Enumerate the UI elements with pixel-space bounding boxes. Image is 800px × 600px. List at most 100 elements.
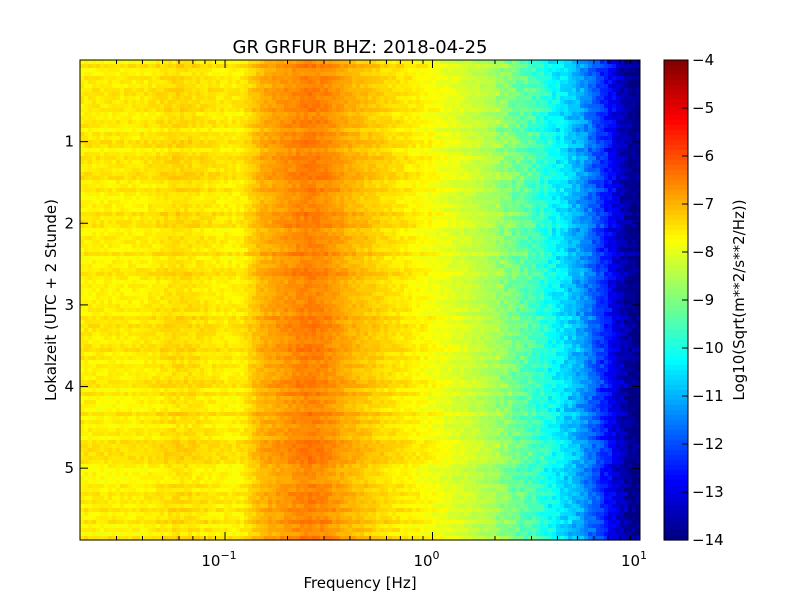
heatmap-cell-4403 [332, 184, 337, 189]
heatmap-cell-1255 [620, 92, 625, 97]
heatmap-cell-1666 [584, 104, 589, 109]
heatmap-cell-3311 [444, 152, 449, 157]
heatmap-cell-1052 [368, 88, 373, 93]
heatmap-cell-4332 [608, 180, 613, 185]
heatmap-cell-4677 [308, 192, 313, 197]
heatmap-cell-2072 [528, 116, 533, 121]
heatmap-cell-2121 [164, 120, 169, 125]
heatmap-cell-2210 [520, 120, 525, 125]
heatmap-cell-3236 [144, 152, 149, 157]
heatmap-cell-2737 [388, 136, 393, 141]
heatmap-cell-3776 [624, 164, 629, 169]
heatmap-cell-1674 [616, 104, 621, 109]
heatmap-cell-912 [368, 84, 373, 89]
heatmap-cell-3935 [140, 172, 145, 177]
heatmap-cell-1329 [356, 96, 361, 101]
heatmap-cell-4385 [260, 184, 265, 189]
heatmap-cell-4473 [612, 184, 617, 189]
heatmap-cell-483 [332, 72, 337, 77]
heatmap-cell-4768 [112, 196, 117, 201]
heatmap-cell-3194 [536, 148, 541, 153]
heatmap-cell-2764 [496, 136, 501, 141]
heatmap-cell-1509 [516, 100, 521, 105]
heatmap-cell-3861 [404, 168, 409, 173]
heatmap-cell-117 [548, 60, 553, 65]
heatmap-cell-2150 [280, 120, 285, 125]
heatmap-cell-3740 [480, 164, 485, 169]
heatmap-cell-2113 [132, 120, 137, 125]
heatmap-cell-1572 [208, 104, 213, 109]
heatmap-cell-2330 [440, 124, 445, 129]
heatmap-cell-3638 [632, 160, 637, 165]
heatmap-cell-4853 [452, 196, 457, 201]
heatmap-cell-2124 [176, 120, 181, 125]
heatmap-cell-1981 [164, 116, 169, 121]
heatmap-cell-1032 [288, 88, 293, 93]
heatmap-cell-3936 [144, 172, 149, 177]
heatmap-cell-4748 [592, 192, 597, 197]
heatmap-cell-3597 [468, 160, 473, 165]
heatmap-cell-1857 [228, 112, 233, 117]
heatmap-cell-1168 [272, 92, 277, 97]
heatmap-cell-4408 [352, 184, 357, 189]
heatmap-cell-3605 [500, 160, 505, 165]
heatmap-cell-130 [600, 60, 605, 65]
heatmap-cell-513 [452, 72, 457, 77]
heatmap-cell-2158 [312, 120, 317, 125]
heatmap-cell-1708 [192, 108, 197, 113]
heatmap-cell-2527 [108, 132, 113, 137]
heatmap-cell-4524 [256, 188, 261, 193]
heatmap-cell-1050 [360, 88, 365, 93]
heatmap-cell-2981 [244, 144, 249, 149]
heatmap-cell-3233 [132, 152, 137, 157]
heatmap-cell-1056 [384, 88, 389, 93]
heatmap-cell-4546 [344, 188, 349, 193]
heatmap-cell-1124 [96, 92, 101, 97]
heatmap-cell-1858 [232, 112, 237, 117]
heatmap-cell-3643 [92, 164, 97, 169]
heatmap-cell-3023 [412, 144, 417, 149]
heatmap-cell-3274 [296, 152, 301, 157]
heatmap-cell-4539 [316, 188, 321, 193]
heatmap-cell-4359 [156, 184, 161, 189]
heatmap-cell-2222 [568, 120, 573, 125]
heatmap-cell-369 [436, 68, 441, 73]
heatmap-cell-633 [372, 76, 377, 81]
heatmap-cell-3545 [260, 160, 265, 165]
heatmap-cell-3818 [232, 168, 237, 173]
heatmap-cell-3752 [528, 164, 533, 169]
heatmap-cell-3334 [536, 152, 541, 157]
heatmap-cell-1017 [228, 88, 233, 93]
heatmap-cell-2320 [400, 124, 405, 129]
heatmap-cell-13 [132, 60, 137, 65]
heatmap-cell-850 [120, 84, 125, 89]
heatmap-cell-368 [432, 68, 437, 73]
heatmap-cell-1364 [496, 96, 501, 101]
heatmap-cell-3328 [512, 152, 517, 157]
heatmap-cell-1229 [516, 92, 521, 97]
heatmap-cell-1738 [312, 108, 317, 113]
heatmap-cell-2961 [164, 144, 169, 149]
heatmap-cell-739 [236, 80, 241, 85]
heatmap-cell-4507 [188, 188, 193, 193]
heatmap-cell-1 [84, 60, 89, 65]
heatmap-cell-1792 [528, 108, 533, 113]
heatmap-cell-1269 [116, 96, 121, 101]
heatmap-cell-776 [384, 80, 389, 85]
heatmap-cell-1801 [564, 108, 569, 113]
heatmap-cell-4296 [464, 180, 469, 185]
heatmap-cell-4873 [532, 196, 537, 201]
heatmap-cell-509 [436, 72, 441, 77]
heatmap-cell-3581 [404, 160, 409, 165]
heatmap-cell-1816 [624, 108, 629, 113]
heatmap-cell-4292 [448, 180, 453, 185]
heatmap-cell-3050 [520, 144, 525, 149]
heatmap-cell-3243 [172, 152, 177, 157]
heatmap-cell-2220 [560, 120, 565, 125]
heatmap-cell-1663 [572, 104, 577, 109]
heatmap-cell-26 [184, 60, 189, 65]
heatmap-cell-4810 [280, 196, 285, 201]
heatmap-cell-853 [132, 84, 137, 89]
heatmap-cell-645 [420, 76, 425, 81]
heatmap-cell-80 [400, 60, 405, 65]
